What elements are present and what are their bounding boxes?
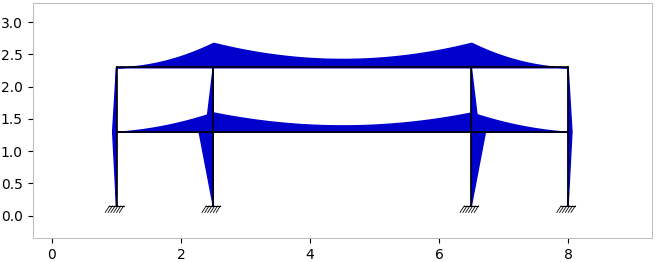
Polygon shape — [206, 67, 213, 132]
Polygon shape — [568, 132, 572, 206]
Polygon shape — [199, 132, 213, 206]
Polygon shape — [113, 132, 117, 206]
Polygon shape — [472, 132, 486, 206]
Polygon shape — [568, 67, 572, 132]
Polygon shape — [113, 67, 117, 132]
Polygon shape — [472, 67, 479, 132]
